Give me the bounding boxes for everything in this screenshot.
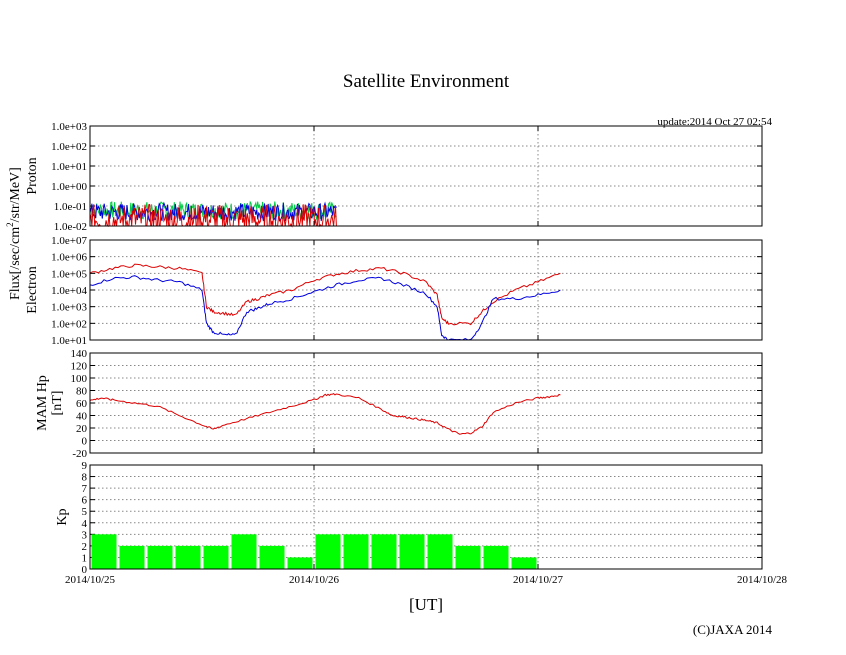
y-tick-label: 9	[82, 460, 88, 472]
chart-title: Satellite Environment	[343, 71, 510, 92]
kp-bar	[455, 545, 481, 569]
kp-bar	[427, 534, 453, 569]
y-tick-label: 0	[82, 436, 88, 448]
y-tick-label: 1.0e+06	[51, 252, 87, 264]
kp-bar	[119, 545, 145, 569]
kp-bar	[511, 557, 537, 569]
kp-bar	[231, 534, 257, 569]
y-tick-label: 1.0e+05	[51, 268, 87, 280]
kp-bar	[287, 557, 313, 569]
y-tick-label: 3	[82, 529, 88, 541]
panel-ylabel: Electron	[25, 266, 40, 313]
panel-frame	[89, 125, 763, 227]
y-tick-label: 1.0e+02	[51, 318, 87, 330]
series-line-1	[89, 392, 561, 435]
y-tick-label: 1.0e+01	[51, 161, 87, 173]
y-tick-label: 8	[82, 472, 88, 484]
panel-ylabel: MAM Hp	[35, 375, 50, 431]
y-tick-label: 4	[82, 518, 88, 530]
y-tick-label: 1.0e-02	[54, 221, 87, 233]
panel-1: 1.0e-02 1.0e-01 1.0e+00 1.0e+01 1.0e+02 1.0e+…	[25, 121, 763, 233]
flux-axis-label: Flux[/sec/cm2/str/MeV]	[5, 167, 23, 300]
y-tick-label: 100	[71, 373, 88, 385]
y-tick-label: 7	[82, 483, 88, 495]
kp-bar	[315, 534, 341, 569]
y-tick-label: 80	[76, 386, 88, 398]
panel-ylabel: [nT]	[50, 391, 65, 416]
panels: 1.0e-021.0e-011.0e+001.0e+011.0e+021.0e+…	[25, 121, 788, 586]
panel-2: 1.0e+01 1.0e+02 1.0e+03 1.0e+04 1.0e+05 1.0e+…	[25, 235, 763, 347]
y-tick-label: 0	[82, 564, 88, 576]
y-tick-label: 5	[82, 506, 88, 518]
x-tick-label: 2014/10/27	[513, 574, 564, 586]
y-tick-label: 1.0e+02	[51, 141, 87, 153]
y-tick-label: 1.0e+04	[51, 285, 87, 297]
kp-bar	[343, 534, 369, 569]
kp-bar	[147, 545, 173, 569]
kp-bar	[371, 534, 397, 569]
panel-ylabel: Proton	[25, 157, 40, 194]
y-tick-label: 20	[76, 423, 88, 435]
series-line-1	[89, 263, 561, 326]
panel-frame	[89, 239, 763, 341]
kp-bar	[259, 545, 285, 569]
y-tick-label: 6	[82, 495, 88, 507]
x-tick-label: 2014/10/28	[737, 574, 788, 586]
y-tick-label: -20	[72, 448, 87, 460]
flux-label-prefix: Flux[/sec/cm	[8, 227, 23, 300]
y-tick-label: 1.0e+01	[51, 335, 87, 347]
series-line-2	[89, 275, 561, 341]
proton-series-green	[89, 200, 337, 221]
panel-ylabel: Kp	[55, 508, 70, 525]
kp-bar	[91, 534, 117, 569]
x-tick-label: 2014/10/26	[289, 574, 340, 586]
kp-bar	[399, 534, 425, 569]
kp-bar	[203, 545, 229, 569]
kp-bar	[483, 545, 509, 569]
y-tick-label: 120	[71, 361, 88, 373]
y-tick-label: 40	[76, 411, 88, 423]
y-tick-label: 1.0e+07	[51, 235, 87, 247]
y-tick-label: 2	[82, 541, 88, 553]
y-tick-label: 1.0e+03	[51, 121, 87, 133]
y-tick-label: 1.0e+03	[51, 302, 87, 314]
copyright-text: (C)JAXA 2014	[693, 622, 773, 637]
panel-frame	[89, 464, 763, 570]
y-tick-label: 1	[82, 552, 88, 564]
panel-frame	[89, 352, 763, 454]
flux-label-suffix: /str/MeV]	[8, 167, 23, 222]
y-tick-label: 1.0e+00	[51, 181, 87, 193]
kp-bar	[175, 545, 201, 569]
y-tick-label: 1.0e-01	[54, 201, 87, 213]
x-axis-label: [UT]	[409, 595, 443, 614]
flux-label-superscript: 2	[5, 222, 15, 227]
update-timestamp: update:2014 Oct 27 02:54	[657, 116, 772, 128]
x-tick-label: 2014/10/25	[65, 574, 116, 586]
y-tick-label: 140	[71, 348, 88, 360]
y-tick-label: 60	[76, 398, 88, 410]
